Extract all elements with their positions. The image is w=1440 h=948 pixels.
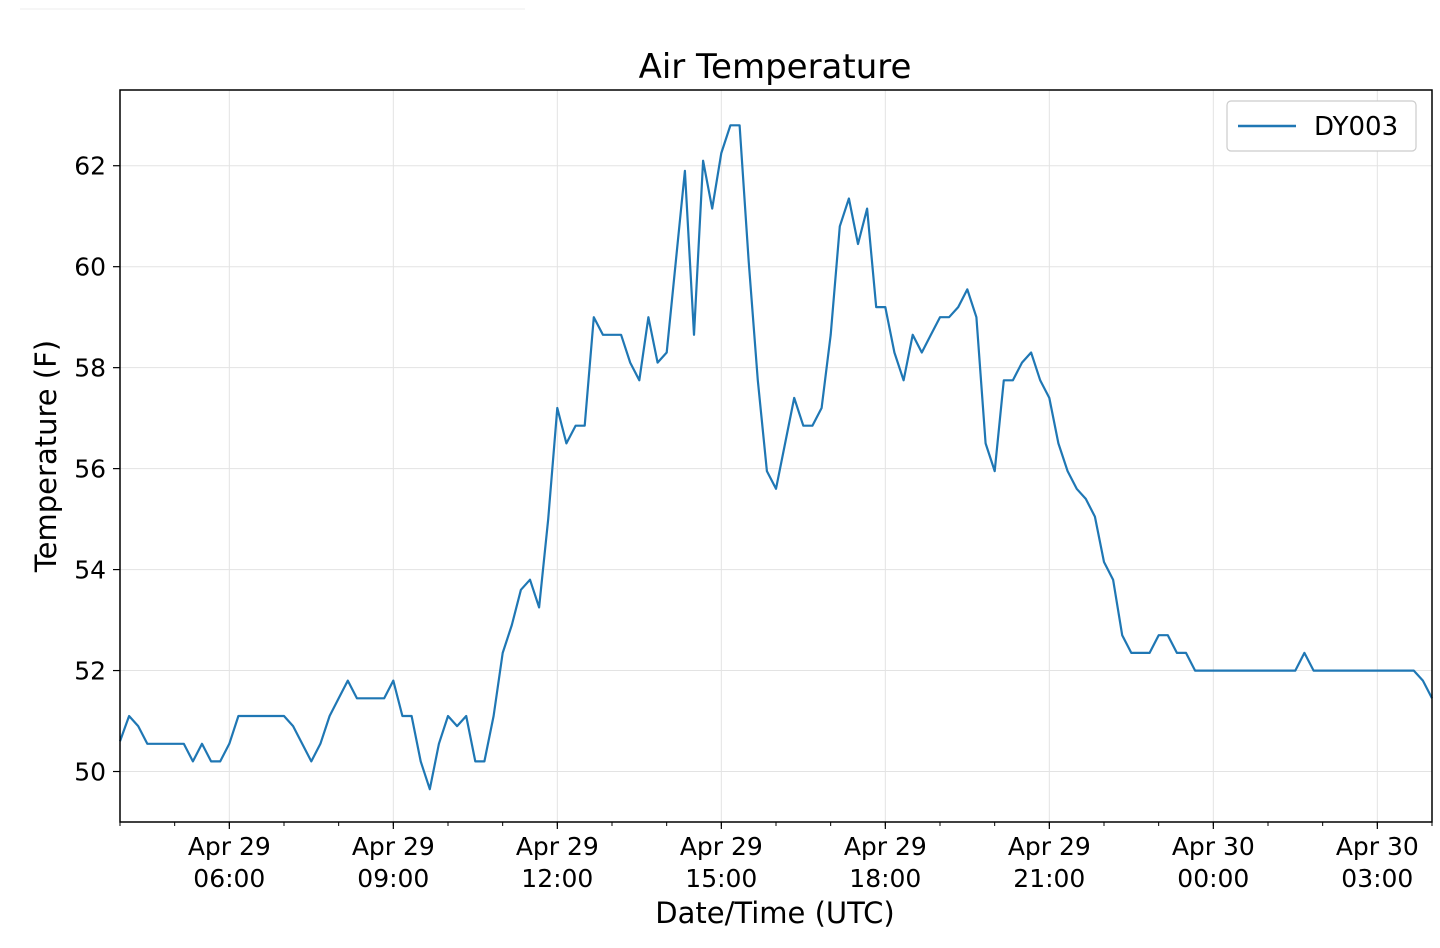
grid-lines — [120, 90, 1432, 822]
legend-label: DY003 — [1314, 112, 1398, 142]
x-tick-label-time: 12:00 — [521, 864, 593, 893]
x-tick-label-time: 18:00 — [849, 864, 921, 893]
x-tick-label-date: Apr 30 — [1336, 832, 1419, 861]
y-tick-label: 58 — [74, 354, 106, 383]
x-axis-ticks: Apr 29 06:00 Apr 29 09:00 Apr 29 12:00 Apr 29 1… — [119, 822, 1433, 893]
chart-title: Air Temperature — [639, 47, 912, 87]
x-tick-label-time: 09:00 — [357, 864, 429, 893]
y-tick-label: 52 — [74, 657, 106, 686]
y-tick-label: 56 — [74, 455, 106, 484]
x-tick-label-time: 03:00 — [1341, 864, 1413, 893]
plot-frame — [119, 89, 1433, 823]
x-tick-label-date: Apr 29 — [1008, 832, 1091, 861]
legend: DY003 — [1226, 100, 1417, 152]
x-tick-label-date: Apr 29 — [516, 832, 599, 861]
series-line-dy003 — [118, 124, 1433, 791]
x-tick-label-date: Apr 29 — [680, 832, 763, 861]
y-tick-label: 54 — [74, 556, 106, 585]
x-tick-label-time: 00:00 — [1177, 864, 1249, 893]
x-tick-label-date: Apr 29 — [352, 832, 435, 861]
x-tick-label-time: 21:00 — [1013, 864, 1085, 893]
y-tick-label: 60 — [74, 253, 106, 282]
y-tick-label: 50 — [74, 758, 106, 787]
x-tick-label-time: 06:00 — [193, 864, 265, 893]
y-axis-label: Temperature (F) — [29, 340, 63, 573]
x-axis-label: Date/Time (UTC) — [655, 896, 894, 930]
y-tick-label: 62 — [74, 152, 106, 181]
x-tick-label-time: 15:00 — [685, 864, 757, 893]
x-tick-label-date: Apr 29 — [188, 832, 271, 861]
legend-box — [1226, 100, 1417, 152]
x-tick-label-date: Apr 29 — [844, 832, 927, 861]
x-tick-label-date: Apr 30 — [1172, 832, 1255, 861]
y-axis-ticks: 50 52 54 56 58 60 62 — [74, 152, 120, 787]
series-layer — [118, 124, 1433, 791]
